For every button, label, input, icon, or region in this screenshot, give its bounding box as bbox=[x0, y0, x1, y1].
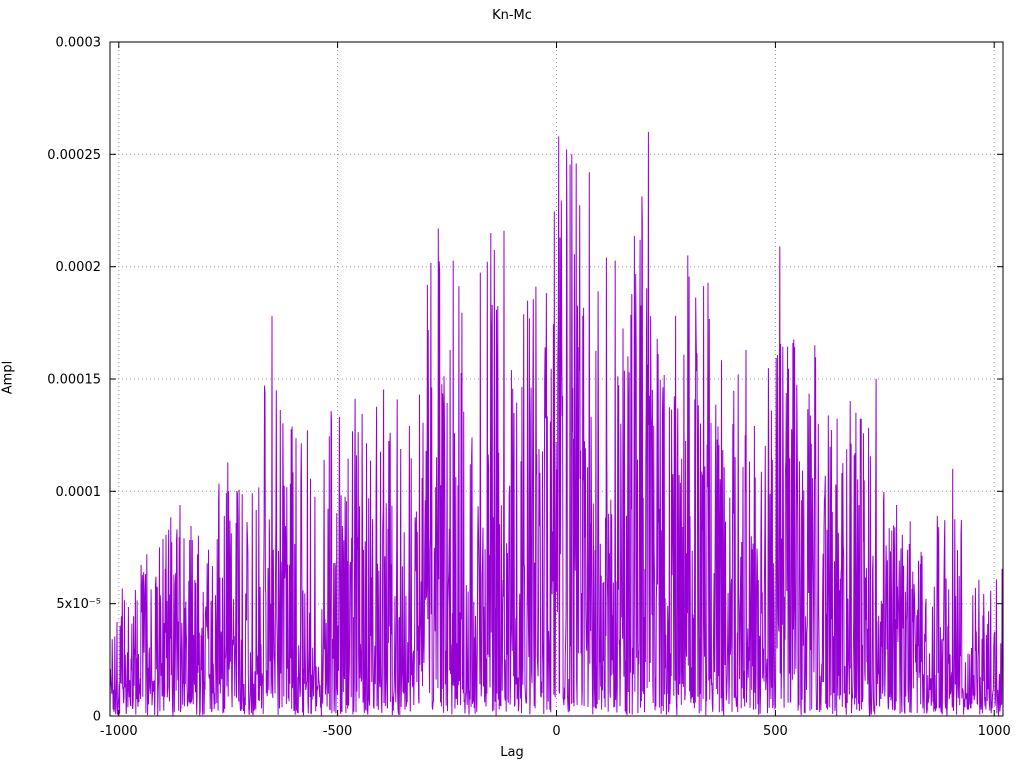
x-axis-label: Lag bbox=[500, 745, 524, 760]
y-tick-label: 0 bbox=[93, 710, 101, 725]
y-tick-label: 0.0003 bbox=[56, 36, 102, 51]
y-tick-label: 5x10⁻⁵ bbox=[56, 597, 101, 612]
y-tick-label: 0.0002 bbox=[56, 260, 102, 275]
x-tick-label: -500 bbox=[323, 724, 353, 739]
x-tick-label: 500 bbox=[763, 724, 788, 739]
chart-title: Kn-Mc bbox=[492, 8, 532, 23]
y-tick-label: 0.00015 bbox=[47, 373, 101, 388]
x-tick-label: 0 bbox=[552, 724, 560, 739]
y-tick-label: 0.0001 bbox=[56, 485, 102, 500]
x-tick-label: -1000 bbox=[100, 724, 138, 739]
data-series-line bbox=[109, 131, 1004, 717]
x-tick-label: 1000 bbox=[978, 724, 1011, 739]
y-tick-label: 0.00025 bbox=[47, 148, 101, 163]
